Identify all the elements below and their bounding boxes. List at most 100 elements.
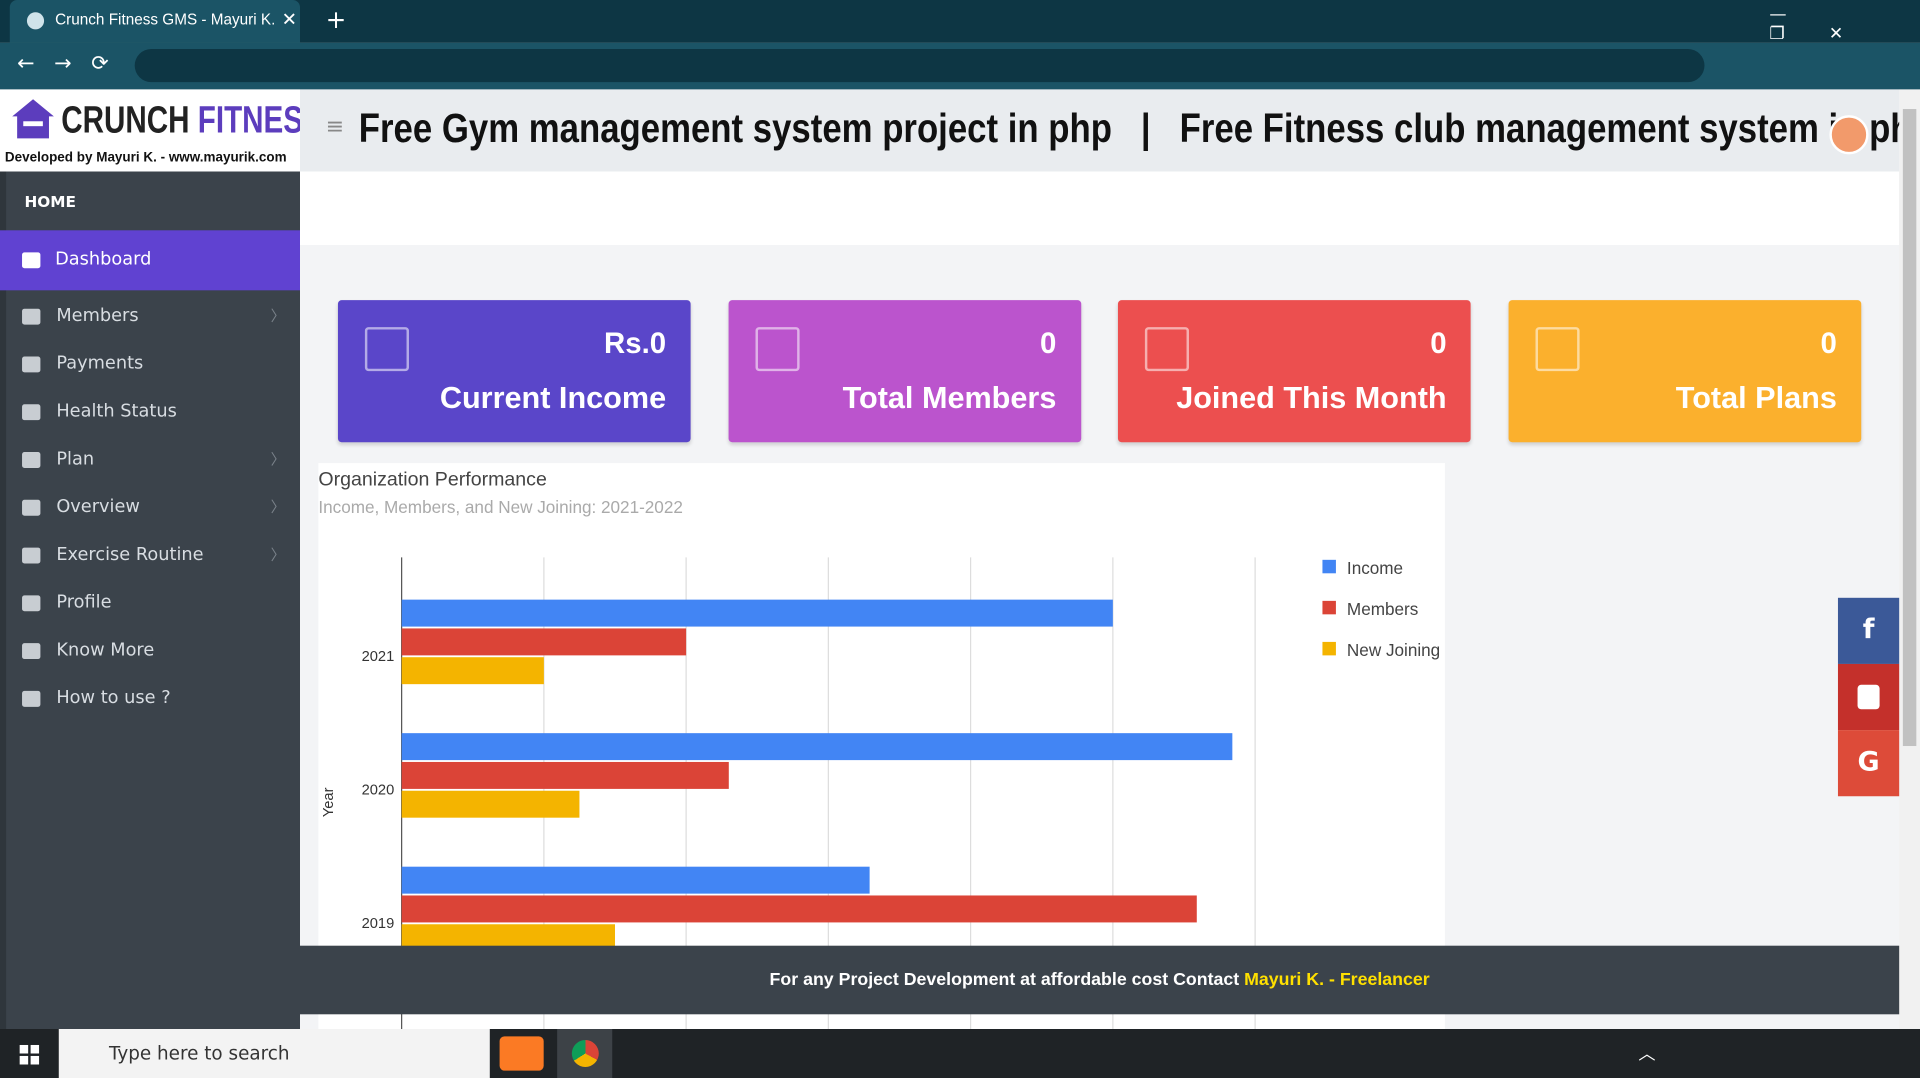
menu-label: Payments (56, 354, 144, 374)
legend-label: Income (1347, 558, 1403, 578)
menu-arrow: 〉 (270, 307, 286, 325)
menu-label: Plan (56, 449, 95, 470)
card-label: Total Plans (1675, 380, 1837, 416)
menu-label: How to use ? (56, 688, 171, 709)
menu-icon (22, 643, 41, 660)
breadcrumb-bar (300, 171, 1900, 245)
card-icon (1145, 327, 1190, 372)
menu-icon (22, 690, 41, 707)
bar (401, 790, 580, 818)
search-box[interactable]: Type here to search (58, 1029, 490, 1078)
tab[interactable] (9, 0, 301, 43)
y-tick-label: 2019 (362, 916, 395, 932)
y-axis-label: Year (321, 787, 337, 817)
xampp-icon[interactable] (499, 1036, 544, 1071)
y-tick-label: 2020 (362, 783, 395, 799)
menu-icon (22, 404, 41, 421)
new-tab[interactable]: + (325, 4, 347, 35)
menu-label: Exercise Routine (56, 545, 204, 565)
card-label: Current Income (439, 380, 667, 416)
stat-card[interactable]: 0 Joined This Month (1118, 300, 1472, 443)
tab-title[interactable]: Crunch Fitness GMS - Mayuri K. (55, 11, 276, 29)
legend-label: New Joining (1347, 640, 1440, 660)
menu-arrow: 〉 (270, 498, 286, 516)
youtube-button[interactable] (1837, 663, 1900, 731)
card-value: 0 (1430, 327, 1447, 361)
menu-label: Dashboard (55, 249, 152, 270)
header: ≡ Free Gym management system project in … (300, 89, 1920, 172)
stat-card[interactable]: 0 Total Members (728, 300, 1081, 443)
menu-item[interactable]: Exercise Routine 〉 (0, 532, 300, 580)
menu-section: HOME (24, 192, 77, 211)
menu-arrow: 〉 (270, 546, 286, 564)
menu-item[interactable]: Health Status (0, 388, 300, 436)
menu-icon (22, 308, 41, 325)
bar (401, 733, 1233, 761)
header-title: Free Fitness club management system in p… (1179, 105, 1920, 151)
window-controls[interactable]: —❐✕ (1769, 4, 1888, 45)
brand-box: CRUNCH FITNESS Developed by Mayuri K. - … (0, 89, 323, 172)
bar (401, 628, 687, 656)
menu-item[interactable]: Members 〉 (0, 293, 300, 341)
start-button[interactable] (19, 1044, 40, 1065)
tab-strip (0, 0, 1920, 43)
chrome-icon[interactable] (557, 1029, 613, 1078)
address-bar[interactable] (134, 49, 1705, 83)
menu-icon (22, 452, 41, 468)
footer: For any Project Development at affordabl… (300, 945, 1900, 1015)
card-value: 0 (1039, 327, 1057, 361)
menu-icon (22, 356, 41, 373)
tab-close[interactable]: ✕ (281, 8, 298, 31)
legend-swatch (1322, 559, 1336, 574)
card-icon (755, 327, 800, 372)
google-button[interactable]: G (1837, 730, 1900, 797)
menu-item[interactable]: Know More (0, 627, 300, 675)
menu-item[interactable]: Profile (0, 579, 300, 627)
stat-card[interactable]: 0 Total Plans (1508, 300, 1862, 443)
menu-item[interactable]: Overview 〉 (0, 484, 300, 532)
menu-icon (22, 595, 41, 612)
bar (401, 761, 729, 789)
menu-item[interactable]: Payments (0, 341, 300, 389)
chart-subtitle: Income, Members, and New Joining: 2021-2… (318, 497, 683, 517)
menu-toggle[interactable]: ≡ (325, 113, 345, 140)
chart: Organization Performance Income, Members… (318, 468, 1440, 1029)
menu-item[interactable]: Dashboard (0, 230, 301, 291)
card-label: Joined This Month (1176, 380, 1447, 416)
menu-icon (22, 252, 41, 269)
brand-tagline: Developed by Mayuri K. - www.mayurik.com (4, 150, 287, 166)
menu-item[interactable]: Plan 〉 (0, 436, 300, 484)
scrollbar[interactable] (1899, 89, 1920, 1030)
menu-icon (22, 499, 41, 516)
brand-logo (12, 99, 54, 139)
footer-text: For any Project Development at affordabl… (769, 970, 1240, 990)
menu-label: Know More (56, 640, 155, 661)
taskbar: Type here to search ︿ (0, 1029, 1920, 1078)
search-placeholder: Type here to search (108, 1042, 290, 1065)
menu-label: Overview (56, 497, 140, 517)
facebook-button[interactable]: f (1837, 597, 1900, 664)
menu-label: Health Status (56, 401, 177, 422)
menu-item[interactable]: How to use ? (0, 675, 300, 723)
card-value: 0 (1820, 327, 1837, 361)
bar (401, 599, 1113, 627)
menu-label: Members (56, 306, 139, 326)
menu-label: Profile (56, 592, 112, 613)
stat-card[interactable]: Rs.0 Current Income (337, 300, 691, 443)
chart-panel: Organization Performance Income, Members… (318, 463, 1445, 1029)
avatar[interactable] (1829, 115, 1869, 155)
y-tick-label: 2021 (362, 649, 395, 665)
card-label: Total Members (842, 380, 1057, 416)
bar (401, 895, 1197, 923)
tray-arrow[interactable]: ︿ (1638, 1044, 1656, 1065)
card-icon (364, 327, 409, 372)
nav-buttons[interactable]: ←→⟳ (17, 51, 129, 76)
header-title: Free Gym management system project in ph… (358, 105, 1112, 151)
tab-icon (26, 12, 45, 30)
menu-icon (22, 547, 41, 564)
card-icon (1535, 327, 1580, 372)
header-separator: | (1140, 105, 1151, 151)
footer-link[interactable]: Mayuri K. - Freelancer (1244, 970, 1430, 990)
